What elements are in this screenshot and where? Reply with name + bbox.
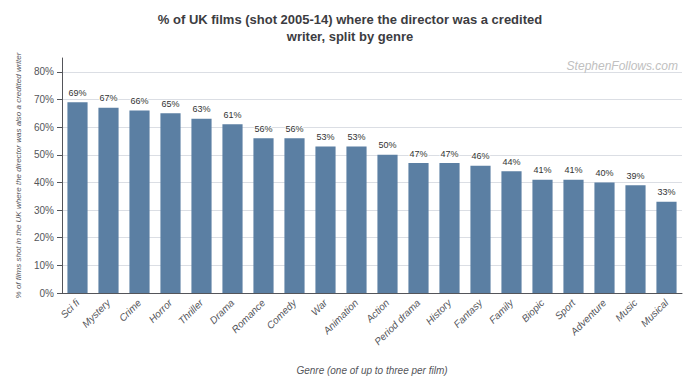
svg-text:Horror: Horror xyxy=(147,297,175,325)
svg-text:60%: 60% xyxy=(34,122,54,133)
svg-text:Genre (one of up to three per: Genre (one of up to three per film) xyxy=(296,365,447,376)
svg-text:41%: 41% xyxy=(533,165,551,175)
svg-text:67%: 67% xyxy=(99,93,117,103)
svg-text:41%: 41% xyxy=(564,165,582,175)
svg-text:53%: 53% xyxy=(347,132,365,142)
svg-text:Drama: Drama xyxy=(207,297,236,326)
svg-text:Sci fi: Sci fi xyxy=(58,297,82,321)
svg-text:Sport: Sport xyxy=(553,296,579,322)
svg-text:Biopic: Biopic xyxy=(519,297,546,324)
svg-text:Comedy: Comedy xyxy=(264,296,299,331)
svg-text:66%: 66% xyxy=(130,96,148,106)
svg-text:% of films shot in the UK wher: % of films shot in the UK where the dire… xyxy=(14,52,23,298)
svg-text:Animation: Animation xyxy=(321,297,361,337)
svg-text:Fantasy: Fantasy xyxy=(451,296,485,330)
svg-text:80%: 80% xyxy=(34,66,54,77)
svg-text:writer, split by genre: writer, split by genre xyxy=(286,29,413,44)
svg-text:Family: Family xyxy=(487,296,516,325)
svg-text:53%: 53% xyxy=(316,132,334,142)
svg-text:65%: 65% xyxy=(161,99,179,109)
svg-text:63%: 63% xyxy=(192,104,210,114)
svg-text:50%: 50% xyxy=(34,149,54,160)
svg-text:Romance: Romance xyxy=(229,297,267,335)
svg-text:61%: 61% xyxy=(223,110,241,120)
svg-text:Period drama: Period drama xyxy=(372,297,422,347)
svg-text:20%: 20% xyxy=(34,232,54,243)
svg-text:40%: 40% xyxy=(34,177,54,188)
svg-text:56%: 56% xyxy=(285,124,303,134)
svg-text:47%: 47% xyxy=(409,149,427,159)
svg-text:50%: 50% xyxy=(378,140,396,150)
svg-text:War: War xyxy=(309,297,330,318)
svg-text:69%: 69% xyxy=(68,88,86,98)
svg-text:70%: 70% xyxy=(34,94,54,105)
svg-text:Thriller: Thriller xyxy=(176,297,206,327)
svg-text:56%: 56% xyxy=(254,124,272,134)
svg-text:46%: 46% xyxy=(471,151,489,161)
svg-text:Music: Music xyxy=(613,297,639,323)
svg-text:0%: 0% xyxy=(40,288,55,299)
svg-text:Mystery: Mystery xyxy=(80,296,113,329)
svg-text:40%: 40% xyxy=(595,168,613,178)
svg-text:StephenFollows.com: StephenFollows.com xyxy=(567,59,678,73)
svg-text:History: History xyxy=(424,296,454,326)
svg-text:Crime: Crime xyxy=(117,297,144,324)
svg-text:47%: 47% xyxy=(440,149,458,159)
svg-text:10%: 10% xyxy=(34,260,54,271)
svg-text:44%: 44% xyxy=(502,157,520,167)
svg-text:% of UK films (shot 2005-14) w: % of UK films (shot 2005-14) where the d… xyxy=(158,12,542,27)
svg-text:Adventure: Adventure xyxy=(568,297,609,338)
svg-text:39%: 39% xyxy=(626,171,644,181)
svg-text:33%: 33% xyxy=(657,187,675,197)
svg-text:Musical: Musical xyxy=(639,297,671,329)
svg-text:30%: 30% xyxy=(34,205,54,216)
svg-text:Action: Action xyxy=(363,297,391,325)
